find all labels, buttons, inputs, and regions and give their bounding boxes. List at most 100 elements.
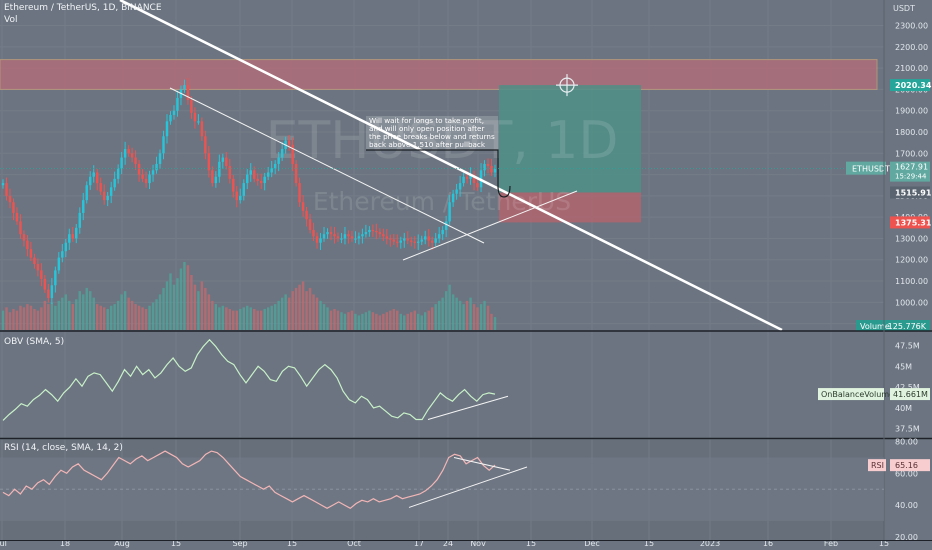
annotation-text: the price breaks below and returns (369, 132, 495, 141)
candle (308, 219, 312, 230)
last-price-tag (890, 161, 930, 182)
volume-tag-name: Volume (860, 322, 890, 331)
volume-bar (382, 313, 385, 330)
rsi-trendline (408, 466, 528, 508)
candle (462, 176, 465, 184)
obv-legend: OBV (SMA, 5) (4, 337, 65, 347)
volume-bar (444, 291, 448, 330)
candle (5, 183, 8, 196)
candle (162, 136, 165, 154)
volume-bar (162, 287, 165, 330)
candle (54, 270, 57, 286)
chart-title: Ethereum / TetherUS, 1D, BINANCE (4, 3, 162, 13)
volume-bar (95, 304, 99, 330)
volume-bar (82, 294, 85, 330)
position-stop-zone (499, 192, 641, 223)
candle (403, 238, 406, 241)
volume-bar (71, 304, 75, 330)
candle (137, 163, 141, 175)
volume-bar (287, 297, 291, 330)
candle (172, 110, 176, 115)
candle (22, 234, 26, 241)
candle (434, 238, 437, 243)
volume-bar (368, 310, 371, 330)
long-term-resistance-trendline (119, 0, 783, 332)
obv-tick-label: 45M (895, 362, 912, 371)
price-tick-label: 1300.00 (895, 234, 928, 243)
volume-bar (235, 310, 239, 330)
obv-tick-label: 47.5M (895, 341, 920, 350)
chart-legend: Ethereum / TetherUS, 1D, BINANCE Vol (4, 3, 162, 25)
candle (204, 136, 207, 154)
volume-bar (410, 312, 413, 330)
price-tick-label: 1200.00 (895, 256, 928, 265)
volume-bar (43, 300, 47, 330)
candle (266, 172, 270, 177)
candle (396, 241, 399, 243)
volume-bar (1, 310, 5, 330)
candle (68, 234, 71, 243)
annotation-text: Will wait for longs to take profit, (369, 116, 484, 125)
candle (116, 168, 120, 179)
volume-bar (375, 313, 378, 330)
volume-bars (1, 262, 497, 330)
volume-bar (273, 304, 277, 330)
candle (8, 195, 12, 203)
volume-bar (291, 291, 294, 330)
candle (26, 240, 29, 250)
currency-label: USDT (893, 4, 915, 13)
volume-bar (378, 315, 382, 330)
volume-bar (301, 281, 305, 330)
obv-trendline (427, 395, 509, 421)
candle (406, 238, 409, 241)
candle (329, 232, 333, 235)
price-tick-label: 1100.00 (895, 277, 928, 286)
candle (298, 183, 301, 203)
volume-bar (155, 299, 158, 330)
obv-tick-label: 37.5M (895, 425, 920, 434)
volume-bar (472, 304, 476, 330)
volume-bar (176, 278, 179, 330)
volume-legend: Vol (4, 15, 18, 25)
price-tick-label: 1800.00 (895, 128, 928, 137)
volume-bar (361, 313, 364, 330)
volume-bar (399, 313, 403, 330)
volume-tag (856, 320, 930, 331)
candle (155, 163, 158, 171)
rsi-trendline (453, 456, 511, 471)
rsi-line (2, 450, 496, 510)
candle (378, 232, 382, 235)
volume-bar (141, 307, 144, 330)
position-target-zone (499, 85, 641, 193)
candle (75, 227, 78, 239)
rsi-value-label: 65.16 (895, 461, 918, 470)
candle (85, 185, 88, 201)
price-tag-label: 2020.34 (895, 81, 932, 90)
candle (109, 187, 113, 196)
volume-bar (197, 291, 200, 330)
volume-bar (403, 315, 406, 330)
candle (95, 172, 99, 184)
rsi-tick-label: 60.00 (895, 469, 918, 478)
candle (280, 149, 284, 158)
candle (15, 212, 19, 222)
volume-bar (169, 273, 172, 330)
candle (392, 239, 396, 242)
candle (357, 236, 361, 239)
volume-bar (392, 308, 396, 330)
volume-bar (336, 310, 340, 330)
volume-bar (322, 304, 326, 330)
volume-bar (214, 304, 218, 330)
price-tick-label: 1900.00 (895, 107, 928, 116)
candle (144, 178, 148, 184)
price-tag (890, 186, 930, 199)
candle (476, 183, 479, 188)
volume-bar (493, 317, 497, 330)
candle (340, 238, 343, 240)
volume-bar (33, 308, 36, 330)
x-tick-label: Aug (114, 539, 130, 548)
volume-bar (406, 313, 409, 330)
volume-bar (389, 310, 392, 330)
candle (305, 210, 308, 220)
